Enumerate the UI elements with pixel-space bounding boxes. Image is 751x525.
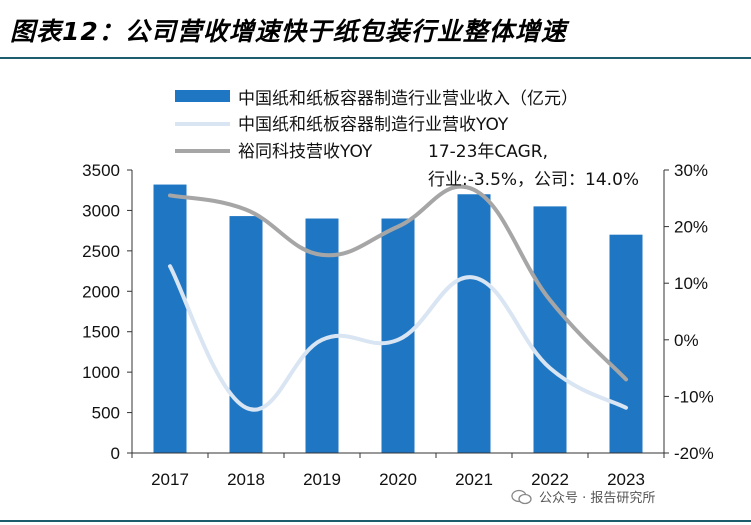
company-yoy-line xyxy=(168,184,628,382)
legend-label-industry: 中国纸和纸板容器制造行业营收YOY xyxy=(238,115,509,135)
bar-2021 xyxy=(457,194,491,453)
industry-yoy-line xyxy=(168,264,628,412)
y-right-tick-label: 30% xyxy=(674,161,708,180)
bar-2018 xyxy=(229,216,263,453)
x-tick-label: 2017 xyxy=(151,470,189,489)
legend-label-bar: 中国纸和纸板容器制造行业营业收入（亿元） xyxy=(238,89,578,109)
top-rule xyxy=(0,57,751,59)
x-tick-label: 2018 xyxy=(227,470,265,489)
x-tick-label: 2023 xyxy=(607,470,645,489)
bar-2023 xyxy=(609,234,643,453)
bar-2022 xyxy=(533,206,567,453)
y-right-tick-label: 20% xyxy=(674,218,708,237)
y-right-tick-label: -10% xyxy=(674,387,714,406)
bottom-rule xyxy=(0,520,751,522)
cagr-annotation-line2: 行业:-3.5%，公司：14.0% xyxy=(428,170,639,190)
bar-2020 xyxy=(381,218,415,453)
y-left-tick-label: 2500 xyxy=(82,242,120,261)
y-left-tick-label: 3000 xyxy=(82,201,120,220)
y-left-tick-label: 2000 xyxy=(82,282,120,301)
y-left-tick-label: 0 xyxy=(111,444,120,463)
x-tick-label: 2021 xyxy=(455,470,493,489)
x-tick-label: 2019 xyxy=(303,470,341,489)
legend-label-company: 裕同科技营收YOY xyxy=(238,142,373,162)
watermark: 公众号 · 报告研究所 xyxy=(511,487,655,506)
y-left-tick-label: 1000 xyxy=(82,363,120,382)
y-right-tick-label: 0% xyxy=(674,331,699,350)
watermark-text: 公众号 · 报告研究所 xyxy=(539,491,656,506)
wechat-icon xyxy=(511,489,532,504)
y-right-tick-label: 10% xyxy=(674,274,708,293)
y-right-tick-label: -20% xyxy=(674,444,714,463)
y-left-tick-label: 1500 xyxy=(82,323,120,342)
x-tick-label: 2022 xyxy=(531,470,569,489)
y-left-tick-label: 3500 xyxy=(82,161,120,180)
y-left-tick-label: 500 xyxy=(92,404,120,423)
x-tick-label: 2020 xyxy=(379,470,417,489)
legend-swatch-bar xyxy=(175,90,230,102)
cagr-annotation-line1: 17-23年CAGR, xyxy=(428,142,548,162)
chart-title: 图表12：公司营收增速快于纸包装行业整体增速 xyxy=(10,17,567,46)
bar-2017 xyxy=(153,184,187,453)
